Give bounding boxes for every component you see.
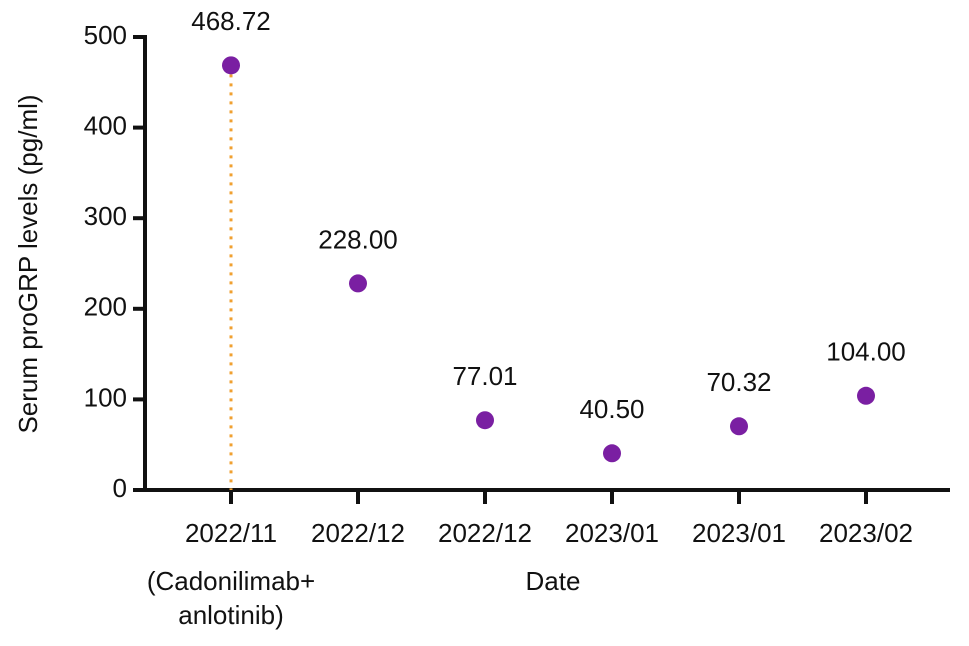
dot bbox=[857, 386, 875, 405]
x-tick-label: 2023/01 bbox=[565, 518, 659, 548]
data-label: 104.00 bbox=[826, 337, 906, 367]
x-tick-label: 2022/12 bbox=[438, 518, 532, 548]
data-label: 228.00 bbox=[318, 224, 398, 254]
dot bbox=[476, 411, 494, 430]
y-tick-label: 0 bbox=[113, 473, 127, 503]
annotation: (Cadonilimab+ bbox=[147, 566, 315, 596]
y-tick-label: 500 bbox=[84, 20, 127, 50]
dot bbox=[603, 444, 621, 463]
y-tick-label: 100 bbox=[84, 382, 127, 412]
x-tick-label: 2022/12 bbox=[311, 518, 405, 548]
x-axis-label: Date bbox=[526, 566, 581, 596]
y-axis-label: Serum proGRP levels (pg/ml) bbox=[13, 94, 43, 433]
dot bbox=[349, 274, 367, 293]
y-tick-label: 200 bbox=[84, 292, 127, 322]
data-label: 77.01 bbox=[452, 361, 517, 391]
annotation: anlotinib) bbox=[178, 600, 284, 630]
y-tick-label: 400 bbox=[84, 110, 127, 140]
x-tick-label: 2022/11 bbox=[185, 518, 277, 548]
x-tick-label: 2023/01 bbox=[692, 518, 786, 548]
dot bbox=[222, 56, 240, 75]
data-label: 40.50 bbox=[579, 394, 644, 424]
x-tick-label: 2023/02 bbox=[819, 518, 913, 548]
dot bbox=[730, 417, 748, 436]
data-label: 70.32 bbox=[706, 367, 771, 397]
y-tick-label: 300 bbox=[84, 201, 127, 231]
data-label: 468.72 bbox=[191, 6, 271, 36]
